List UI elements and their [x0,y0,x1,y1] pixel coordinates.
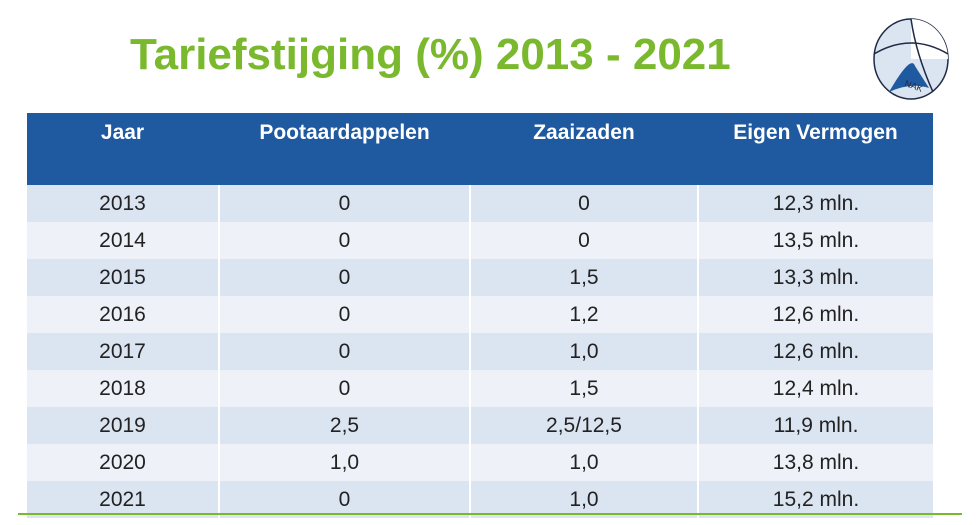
cell-jaar: 2017 [27,333,220,370]
cell-zaaizaden: 1,0 [470,481,699,518]
cell-pootaardappelen: 0 [219,296,471,333]
cell-jaar: 2021 [27,481,220,518]
table-row: 2021 0 1,0 15,2 mln. [27,481,933,518]
cell-jaar: 2016 [27,296,220,333]
cell-jaar: 2015 [27,259,220,296]
table-row: 2019 2,5 2,5/12,5 11,9 mln. [27,407,933,444]
cell-zaaizaden: 1,5 [470,259,699,296]
footer-divider [18,513,962,515]
nak-logo-icon: NAK [873,18,949,100]
cell-eigen-vermogen: 12,6 mln. [698,333,933,370]
cell-pootaardappelen: 0 [219,185,471,222]
cell-jaar: 2013 [27,185,220,222]
cell-jaar: 2018 [27,370,220,407]
cell-pootaardappelen: 0 [219,333,471,370]
cell-eigen-vermogen: 12,6 mln. [698,296,933,333]
table-row: 2015 0 1,5 13,3 mln. [27,259,933,296]
cell-eigen-vermogen: 13,3 mln. [698,259,933,296]
cell-pootaardappelen: 0 [219,481,471,518]
cell-pootaardappelen: 0 [219,370,471,407]
cell-zaaizaden: 1,2 [470,296,699,333]
header-jaar: Jaar [27,113,219,185]
table-row: 2013 0 0 12,3 mln. [27,185,933,222]
cell-zaaizaden: 1,0 [470,444,699,481]
cell-jaar: 2019 [27,407,220,444]
slide-title: Tariefstijging (%) 2013 - 2021 [130,30,731,79]
cell-zaaizaden: 0 [470,222,699,259]
table-header-row: Jaar Pootaardappelen Zaaizaden Eigen Ver… [27,113,933,185]
header-zaaizaden: Zaaizaden [470,113,698,185]
tariff-table: Jaar Pootaardappelen Zaaizaden Eigen Ver… [27,113,933,518]
table-row: 2020 1,0 1,0 13,8 mln. [27,444,933,481]
table-body: 2013 0 0 12,3 mln. 2014 0 0 13,5 mln. 2015 0 1,5 13… [27,185,933,518]
cell-zaaizaden: 1,0 [470,333,699,370]
cell-pootaardappelen: 0 [219,259,471,296]
table-row: 2016 0 1,2 12,6 mln. [27,296,933,333]
header-pootaardappelen: Pootaardappelen [219,113,470,185]
header-eigen-vermogen: Eigen Vermogen [698,113,933,185]
cell-eigen-vermogen: 13,5 mln. [698,222,933,259]
cell-jaar: 2014 [27,222,220,259]
cell-zaaizaden: 0 [470,185,699,222]
cell-eigen-vermogen: 15,2 mln. [698,481,933,518]
table-row: 2017 0 1,0 12,6 mln. [27,333,933,370]
cell-zaaizaden: 1,5 [470,370,699,407]
cell-eigen-vermogen: 12,4 mln. [698,370,933,407]
cell-zaaizaden: 2,5/12,5 [470,407,699,444]
cell-pootaardappelen: 2,5 [219,407,471,444]
cell-eigen-vermogen: 12,3 mln. [698,185,933,222]
cell-pootaardappelen: 0 [219,222,471,259]
cell-eigen-vermogen: 11,9 mln. [698,407,933,444]
cell-pootaardappelen: 1,0 [219,444,471,481]
cell-jaar: 2020 [27,444,220,481]
table-row: 2018 0 1,5 12,4 mln. [27,370,933,407]
cell-eigen-vermogen: 13,8 mln. [698,444,933,481]
table-row: 2014 0 0 13,5 mln. [27,222,933,259]
